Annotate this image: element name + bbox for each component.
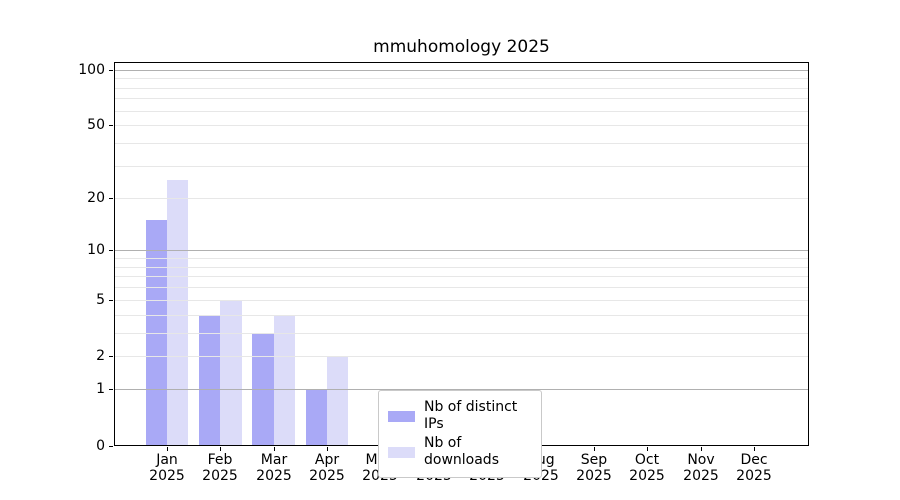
gridlines-layer — [114, 62, 809, 446]
legend-swatch-distinct-ips-icon — [388, 410, 415, 422]
axes-spines — [114, 62, 809, 446]
major-gridline — [114, 389, 809, 390]
y-tick-label: 50 — [87, 117, 105, 133]
y-tick-label: 100 — [78, 62, 105, 78]
legend-item-distinct-ips: Nb of distinct IPs — [388, 399, 532, 433]
x-tick-label: Apr 2025 — [309, 452, 345, 484]
x-tick-label: Nov 2025 — [683, 452, 719, 484]
y-tick-label: 1 — [96, 381, 105, 397]
minor-gridline — [114, 258, 809, 259]
legend-label-downloads: Nb of downloads — [424, 435, 499, 468]
x-tick-mark — [647, 447, 648, 451]
x-tick-mark — [701, 447, 702, 451]
minor-gridline — [114, 267, 809, 268]
y-tick-label: 5 — [96, 292, 105, 308]
x-tick-label: Mar 2025 — [256, 452, 292, 484]
minor-gridline — [114, 78, 809, 79]
minor-gridline — [114, 198, 809, 199]
y-tick-label: 0 — [96, 438, 105, 454]
x-tick-label: Dec 2025 — [736, 452, 772, 484]
major-gridline — [114, 70, 809, 71]
minor-gridline — [114, 88, 809, 89]
y-tick-mark — [109, 250, 113, 251]
x-tick-mark — [220, 447, 221, 451]
minor-gridline — [114, 315, 809, 316]
y-tick-mark — [109, 356, 113, 357]
minor-gridline — [114, 111, 809, 112]
bar-nb-of-downloads-mar — [273, 314, 296, 446]
y-tick-mark — [109, 300, 113, 301]
y-tick-mark — [109, 198, 113, 199]
x-tick-label: Sep 2025 — [576, 452, 612, 484]
x-tick-mark — [167, 447, 168, 451]
major-gridline — [114, 250, 809, 251]
legend: Nb of distinct IPs Nb of downloads — [378, 390, 542, 478]
x-tick-label: Jan 2025 — [149, 452, 185, 484]
bar-nb-of-downloads-jan — [167, 180, 189, 446]
y-tick-mark — [109, 70, 113, 71]
bar-nb-of-distinct-ips-apr — [305, 389, 328, 446]
legend-item-downloads: Nb of downloads — [388, 435, 532, 469]
minor-gridline — [114, 276, 809, 277]
minor-gridline — [114, 125, 809, 126]
minor-gridline — [114, 356, 809, 357]
legend-label-distinct-ips: Nb of distinct IPs — [424, 399, 518, 432]
y-tick-label: 20 — [87, 190, 105, 206]
minor-gridline — [114, 300, 809, 301]
minor-gridline — [114, 287, 809, 288]
x-tick-mark — [327, 447, 328, 451]
x-tick-mark — [274, 447, 275, 451]
legend-swatch-downloads-icon — [388, 446, 415, 458]
x-tick-mark — [594, 447, 595, 451]
minor-gridline — [114, 143, 809, 144]
y-tick-label: 10 — [87, 242, 105, 258]
x-tick-mark — [754, 447, 755, 451]
y-tick-mark — [109, 125, 113, 126]
y-tick-mark — [109, 446, 113, 447]
bar-nb-of-distinct-ips-feb — [198, 314, 221, 446]
y-tick-label: 2 — [96, 348, 105, 364]
plot-area: Nb of distinct IPs Nb of downloads — [114, 62, 809, 478]
x-tick-label: Oct 2025 — [629, 452, 665, 484]
y-tick-mark — [109, 389, 113, 390]
minor-gridline — [114, 333, 809, 334]
chart-title: mmuhomology 2025 — [373, 37, 550, 57]
minor-gridline — [114, 166, 809, 167]
minor-gridline — [114, 98, 809, 99]
x-tick-label: Feb 2025 — [202, 452, 238, 484]
bar-nb-of-downloads-apr — [327, 356, 349, 446]
bar-nb-of-downloads-feb — [220, 299, 242, 446]
